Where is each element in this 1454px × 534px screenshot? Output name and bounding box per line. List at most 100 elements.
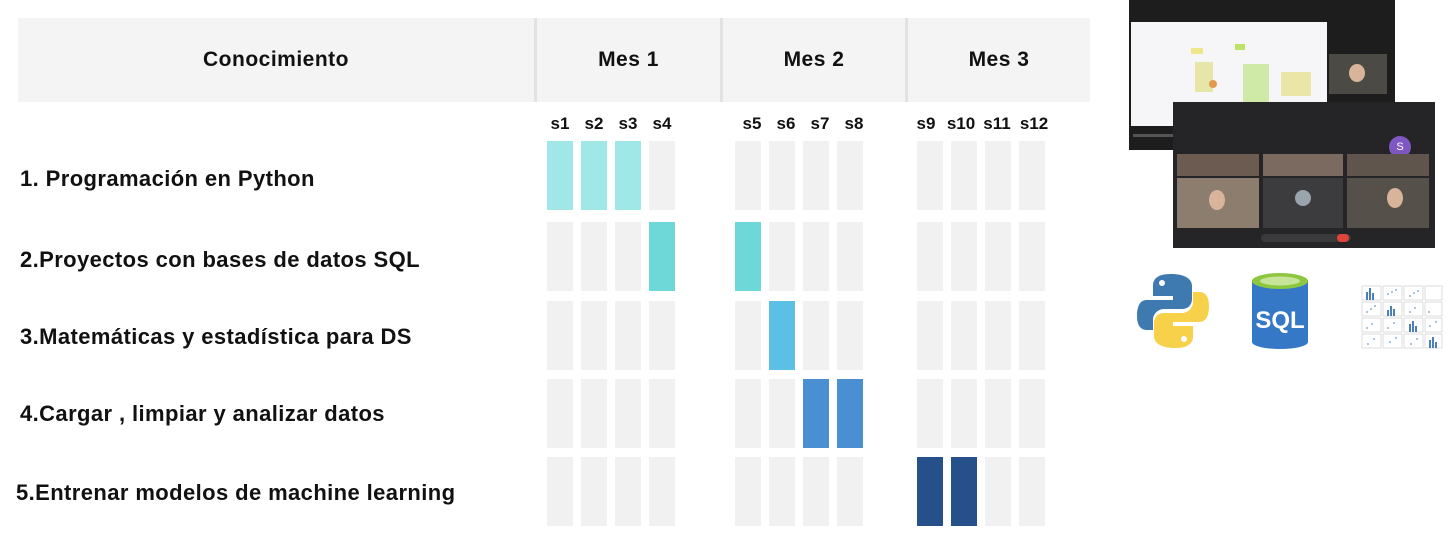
schedule-cell [547,457,573,526]
schedule-cell [803,141,829,210]
call-controls [1261,234,1351,242]
schedule-cell [581,301,607,370]
schedule-cell-active [547,141,573,210]
header-divider [534,18,537,102]
schedule-cell [769,141,795,210]
schedule-cell-active [837,379,863,448]
row-label-sql: 2.Proyectos con bases de datos SQL [20,247,420,272]
schedule-cell [735,301,761,370]
schedule-cell [735,141,761,210]
row-label-ml: 5.Entrenar modelos de machine learning [16,480,456,505]
schedule-cell [1019,301,1045,370]
participant-face [1295,190,1311,206]
schedule-cell [951,301,977,370]
participant-face [1349,64,1365,82]
sql-database-icon: SQL [1252,273,1308,349]
schedule-cell [837,457,863,526]
header-divider [905,18,908,102]
schedule-cell [769,379,795,448]
header-month-2: Mes 2 [723,18,905,102]
schedule-cell [615,222,641,291]
schedule-cell [615,301,641,370]
week-label: s2 [584,114,604,133]
week-label: s11 [983,114,1011,133]
schedule-cell [1019,379,1045,448]
week-label: s12 [1019,114,1049,133]
schedule-cell [985,457,1011,526]
schedule-cell [985,222,1011,291]
schedule-cell [581,379,607,448]
schedule-cell [951,379,977,448]
schedule-cell [951,141,977,210]
header-knowledge: Conocimiento [18,18,534,102]
schedule-cell [1019,457,1045,526]
schedule-cell [837,222,863,291]
schedule-cell [985,141,1011,210]
schedule-cell [917,222,943,291]
schedule-cell [951,222,977,291]
pairplot-thumbnail-icon [1354,284,1444,350]
python-logo-icon [1137,274,1209,348]
schedule-cell [985,301,1011,370]
week-label: s10 [946,114,976,133]
schedule-cell [917,141,943,210]
schedule-cell [547,301,573,370]
schedule-cell-active [581,141,607,210]
schedule-cell-active [769,301,795,370]
participant-face [1387,188,1403,208]
sql-logo-text: SQL [1255,307,1304,334]
week-label: s6 [776,114,796,133]
row-label-python: 1. Programación en Python [20,166,315,191]
row-label-math: 3.Matemáticas y estadística para DS [20,324,412,349]
schedule-cell [615,457,641,526]
schedule-cell [917,379,943,448]
schedule-cell-active [649,222,675,291]
participant-video [1347,178,1429,228]
schedule-cell [735,379,761,448]
participant-face [1209,190,1225,210]
schedule-cell [581,222,607,291]
participant-video [1263,154,1343,176]
schedule-cell-active [917,457,943,526]
participant-video [1329,54,1387,94]
schedule-cell [649,141,675,210]
schedule-cell [917,301,943,370]
schedule-cell [547,222,573,291]
week-label: s8 [844,114,864,133]
participant-video [1177,178,1259,228]
schedule-cell [735,457,761,526]
schedule-cell [547,379,573,448]
avatar: S [1389,136,1411,158]
schedule-cell [985,379,1011,448]
schedule-cell [803,222,829,291]
schedule-cell [803,457,829,526]
schedule-cell-active [951,457,977,526]
week-label: s7 [810,114,830,133]
schedule-cell [615,379,641,448]
schedule-cell [837,301,863,370]
schedule-cell [803,301,829,370]
participant-video [1263,178,1343,228]
schedule-cell-active [615,141,641,210]
schedule-cell-active [735,222,761,291]
schedule-cell [1019,222,1045,291]
participant-video [1177,154,1259,176]
participant-video [1347,154,1429,176]
header-month-3: Mes 3 [908,18,1090,102]
schedule-cell [1019,141,1045,210]
hangup-icon [1337,234,1349,242]
schedule-cell [769,457,795,526]
meeting-grid-screenshot: S [1173,102,1435,248]
schedule-cell [581,457,607,526]
schedule-cell [649,301,675,370]
week-label: s5 [742,114,762,133]
schedule-cell [649,379,675,448]
schedule-cell [837,141,863,210]
week-label: s4 [652,114,672,133]
header-month-1: Mes 1 [537,18,720,102]
schedule-cell [769,222,795,291]
schedule-cell-active [803,379,829,448]
row-label-data: 4.Cargar , limpiar y analizar datos [20,401,385,426]
schedule-cell [649,457,675,526]
week-label: s9 [916,114,936,133]
